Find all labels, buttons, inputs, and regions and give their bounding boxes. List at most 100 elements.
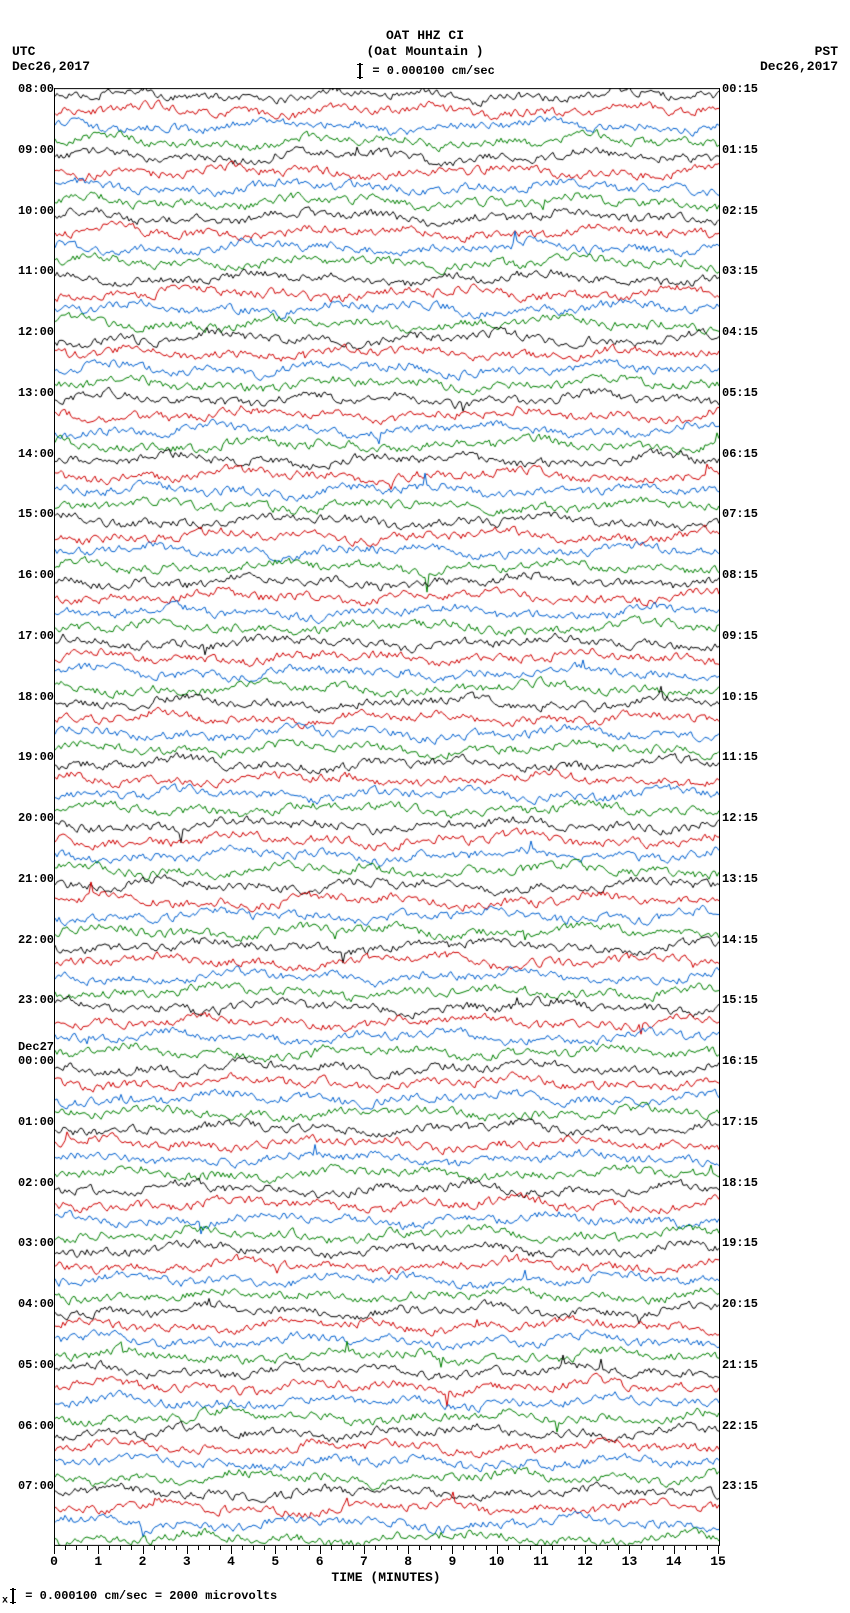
x-tick [541,1546,542,1554]
right-hour-label: 23:15 [722,1479,772,1493]
x-minor-tick [552,1546,553,1550]
left-hour-label: 20:00 [8,811,54,825]
left-hour-label: 11:00 [8,264,54,278]
left-hour-label: 07:00 [8,1479,54,1493]
left-hour-label: 17:00 [8,629,54,643]
left-time-labels: 08:0009:0010:0011:0012:0013:0014:0015:00… [8,88,54,1546]
x-axis: 0123456789101112131415TIME (MINUTES) [54,1546,718,1586]
footnote-text: = 0.000100 cm/sec = 2000 microvolts [18,1590,277,1604]
x-minor-tick [220,1546,221,1550]
x-tick [674,1546,675,1554]
x-tick-label: 3 [183,1554,191,1569]
x-minor-tick [563,1546,564,1550]
x-tick-label: 12 [577,1554,593,1569]
x-minor-tick [353,1546,354,1550]
x-tick [497,1546,498,1554]
x-tick-label: 2 [139,1554,147,1569]
plot-area [54,88,720,1546]
x-tick-label: 6 [316,1554,324,1569]
x-minor-tick [131,1546,132,1550]
x-minor-tick [430,1546,431,1550]
x-minor-tick [685,1546,686,1550]
left-hour-label: 14:00 [8,447,54,461]
station-code: OAT HHZ CI [0,28,850,44]
x-minor-tick [574,1546,575,1550]
x-minor-tick [375,1546,376,1550]
x-minor-tick [87,1546,88,1550]
x-minor-tick [508,1546,509,1550]
x-minor-tick [641,1546,642,1550]
left-timezone-block: UTC Dec26,2017 [12,44,90,74]
x-tick [275,1546,276,1554]
right-timezone-block: PST Dec26,2017 [760,44,838,74]
left-hour-label: 21:00 [8,872,54,886]
right-hour-label: 20:15 [722,1297,772,1311]
x-minor-tick [486,1546,487,1550]
x-minor-tick [198,1546,199,1550]
seismogram-container: UTC Dec26,2017 PST Dec26,2017 OAT HHZ CI… [0,0,850,1613]
x-minor-tick [165,1546,166,1550]
x-minor-tick [242,1546,243,1550]
x-tick-label: 5 [271,1554,279,1569]
scale-text: = 0.000100 cm/sec [365,64,495,78]
left-hour-label: 12:00 [8,325,54,339]
x-tick [629,1546,630,1554]
x-tick-label: 10 [489,1554,505,1569]
right-time-labels: 00:1501:1502:1503:1504:1505:1506:1507:15… [722,88,772,1546]
x-tick-label: 15 [710,1554,726,1569]
x-minor-tick [707,1546,708,1550]
left-hour-label: 08:00 [8,82,54,96]
right-hour-label: 06:15 [722,447,772,461]
left-hour-label: 00:00 [8,1054,54,1068]
x-minor-tick [463,1546,464,1550]
scale-bar-icon [359,63,361,79]
left-hour-label: 03:00 [8,1236,54,1250]
header-block: OAT HHZ CI (Oat Mountain ) [0,0,850,59]
left-date-label: Dec26,2017 [12,59,90,74]
x-minor-tick [65,1546,66,1550]
x-minor-tick [618,1546,619,1550]
left-tz-label: UTC [12,44,90,59]
x-tick-label: 8 [404,1554,412,1569]
x-minor-tick [475,1546,476,1550]
x-minor-tick [76,1546,77,1550]
x-minor-tick [109,1546,110,1550]
x-minor-tick [530,1546,531,1550]
right-date-label: Dec26,2017 [760,59,838,74]
x-minor-tick [607,1546,608,1550]
left-hour-label: 13:00 [8,386,54,400]
x-minor-tick [652,1546,653,1550]
x-minor-tick [297,1546,298,1550]
right-hour-label: 05:15 [722,386,772,400]
right-hour-label: 02:15 [722,204,772,218]
left-hour-label: 15:00 [8,507,54,521]
x-minor-tick [264,1546,265,1550]
scale-bar-icon [12,1588,14,1604]
left-hour-label: 02:00 [8,1176,54,1190]
right-hour-label: 17:15 [722,1115,772,1129]
x-tick [98,1546,99,1554]
x-tick [143,1546,144,1554]
right-hour-label: 00:15 [722,82,772,96]
right-hour-label: 21:15 [722,1358,772,1372]
x-minor-tick [253,1546,254,1550]
right-hour-label: 09:15 [722,629,772,643]
left-hour-label: 18:00 [8,690,54,704]
station-name: (Oat Mountain ) [0,44,850,60]
right-hour-label: 22:15 [722,1419,772,1433]
x-tick [718,1546,719,1554]
seismogram-canvas [55,88,719,1546]
left-hour-label: 10:00 [8,204,54,218]
right-hour-label: 08:15 [722,568,772,582]
x-minor-tick [663,1546,664,1550]
right-hour-label: 12:15 [722,811,772,825]
left-hour-label: 01:00 [8,1115,54,1129]
x-minor-tick [154,1546,155,1550]
x-tick-label: 4 [227,1554,235,1569]
x-tick-label: 13 [622,1554,638,1569]
x-minor-tick [397,1546,398,1550]
right-hour-label: 16:15 [722,1054,772,1068]
left-hour-label: 22:00 [8,933,54,947]
x-tick-label: 9 [448,1554,456,1569]
right-hour-label: 13:15 [722,872,772,886]
